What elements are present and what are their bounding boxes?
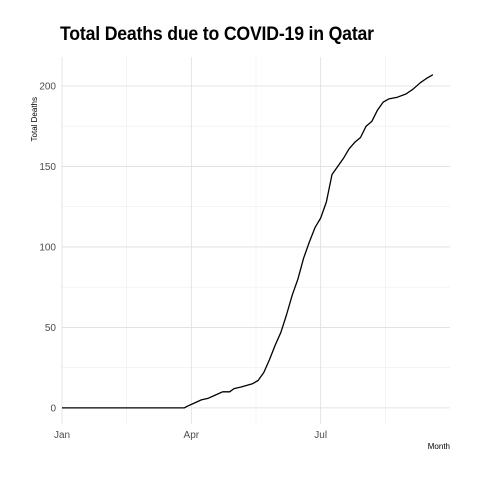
x-tick-label: Jan bbox=[54, 430, 70, 441]
y-tick-label: 150 bbox=[39, 162, 56, 173]
y-axis-ticks: 0 50 100 150 200 bbox=[39, 81, 56, 414]
chart-title: Total Deaths due to COVID-19 in Qatar bbox=[60, 24, 374, 45]
y-axis-title: Total Deaths bbox=[30, 97, 39, 141]
y-tick-label: 0 bbox=[50, 403, 56, 414]
x-tick-label: Jul bbox=[314, 430, 327, 441]
x-tick-label: Apr bbox=[184, 430, 200, 441]
series-line bbox=[62, 74, 434, 409]
x-axis-title: Month bbox=[428, 442, 450, 451]
series-layer bbox=[62, 74, 434, 409]
y-tick-label: 200 bbox=[39, 81, 56, 92]
y-tick-label: 100 bbox=[39, 242, 56, 253]
x-axis-ticks: Jan Apr Jul bbox=[54, 430, 327, 441]
y-tick-label: 50 bbox=[45, 323, 57, 334]
major-gridlines bbox=[61, 57, 450, 424]
minor-gridlines bbox=[62, 57, 450, 424]
